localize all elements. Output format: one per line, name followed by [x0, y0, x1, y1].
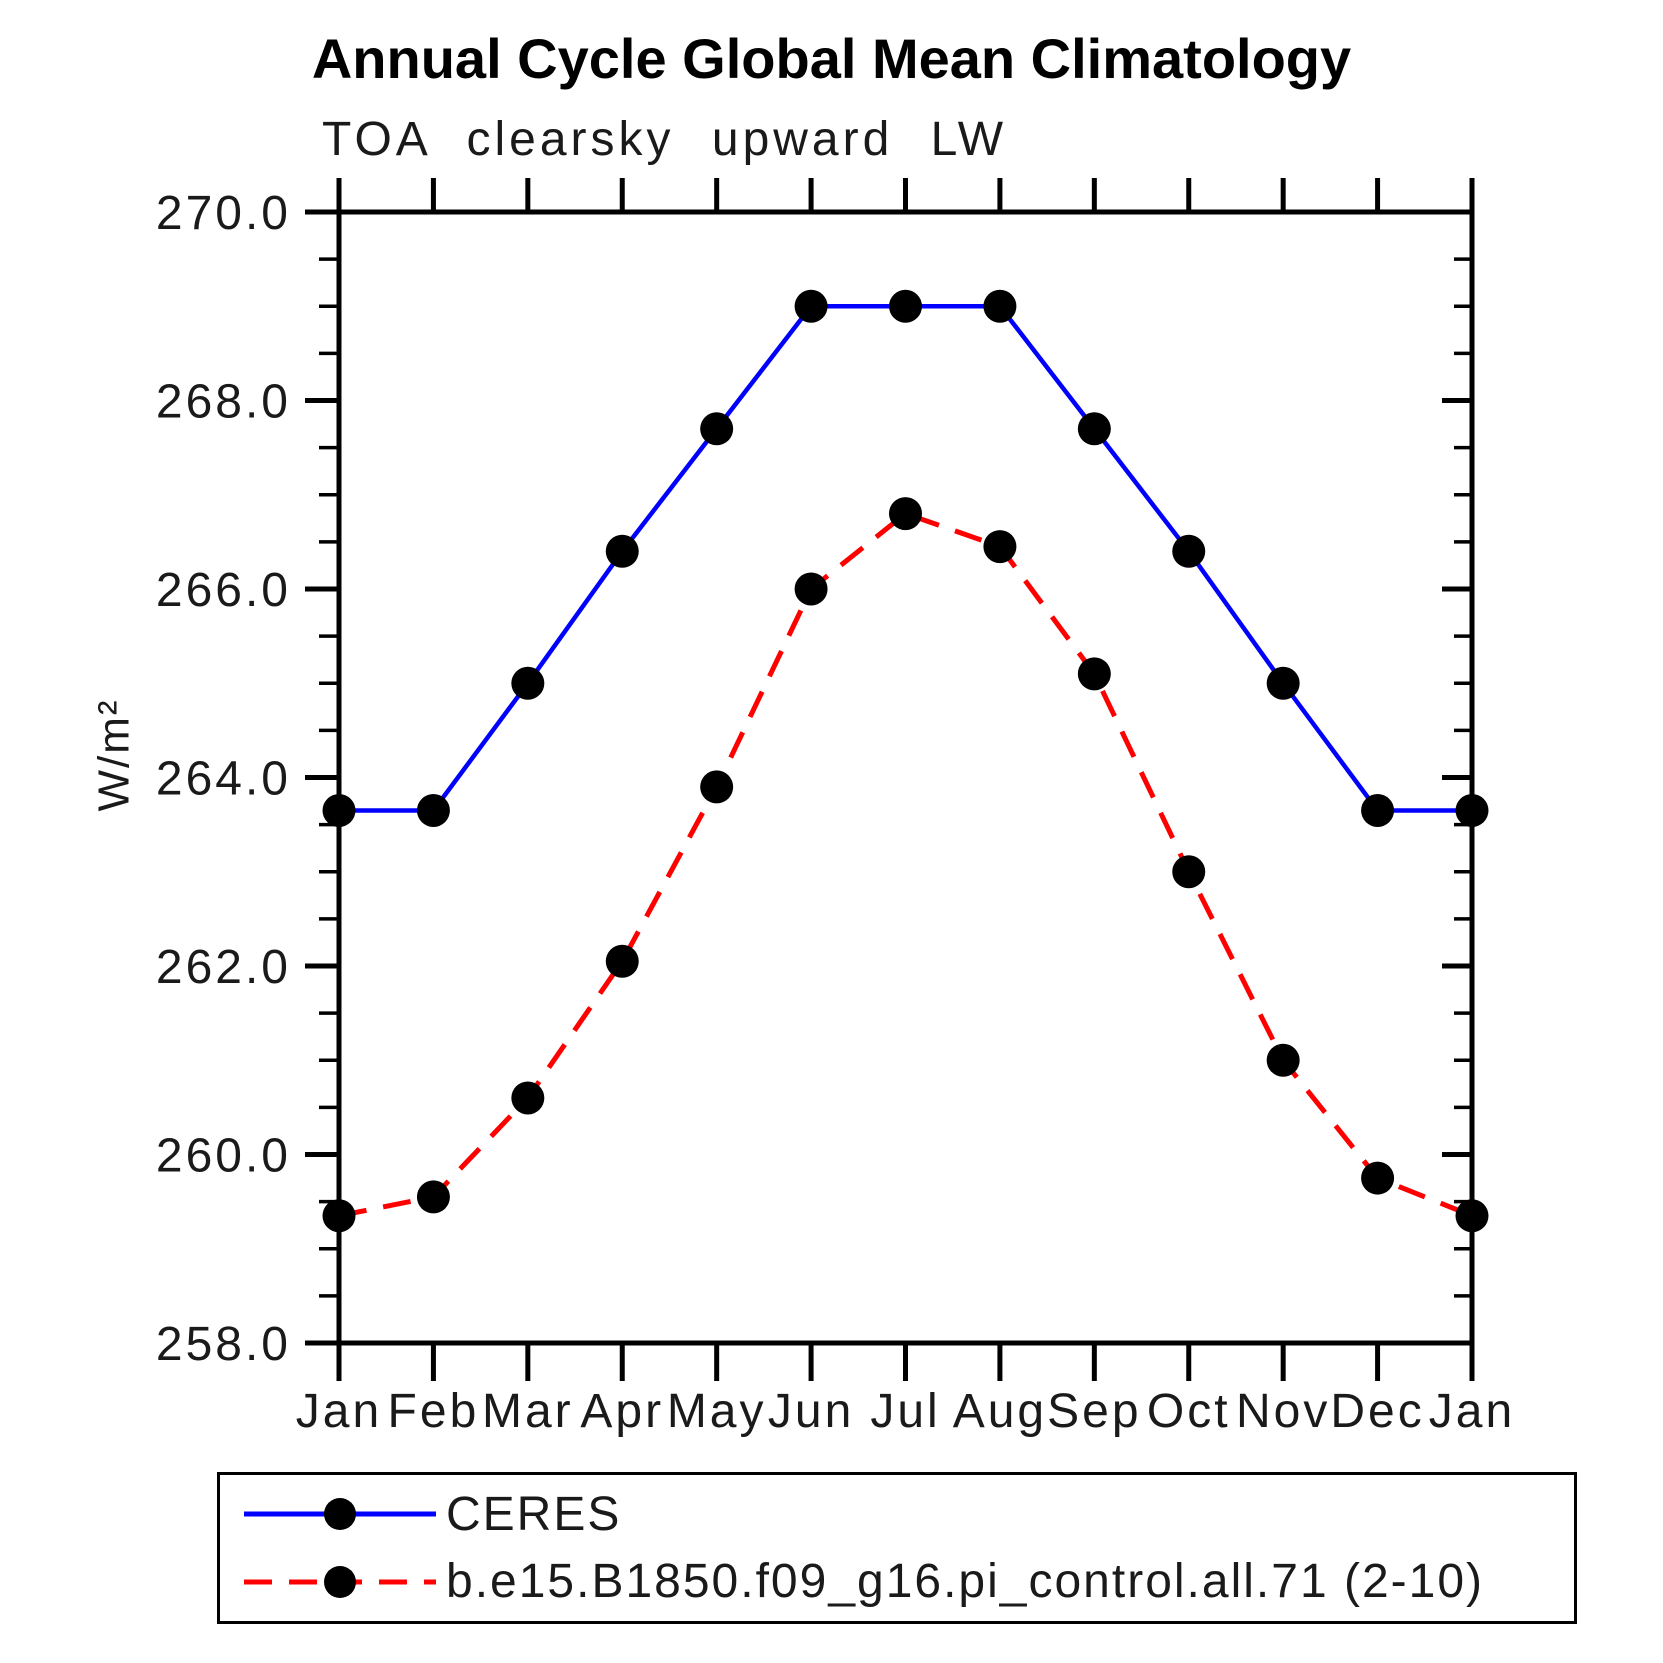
legend-row-ceres: CERES: [240, 1482, 1574, 1546]
svg-text:Mar: Mar: [482, 1385, 574, 1438]
ceres-line-sample-icon: [240, 1494, 440, 1534]
svg-text:260.0: 260.0: [156, 1130, 291, 1183]
legend-row-model: b.e15.B1850.f09_g16.pi_control.all.71 (2…: [240, 1550, 1574, 1614]
svg-text:264.0: 264.0: [156, 753, 291, 806]
svg-text:Feb: Feb: [388, 1385, 480, 1438]
svg-text:270.0: 270.0: [156, 187, 291, 240]
legend-label-ceres: CERES: [446, 1487, 622, 1541]
legend: CERES b.e15.B1850.f09_g16.pi_control.all…: [217, 1472, 1577, 1624]
svg-text:Apr: Apr: [580, 1385, 664, 1438]
svg-text:Oct: Oct: [1147, 1385, 1231, 1438]
svg-text:262.0: 262.0: [156, 941, 291, 994]
chart-title: Annual Cycle Global Mean Climatology: [311, 27, 1352, 90]
svg-text:Nov: Nov: [1236, 1385, 1330, 1438]
legend-label-model: b.e15.B1850.f09_g16.pi_control.all.71 (2…: [446, 1555, 1485, 1609]
svg-text:May: May: [667, 1385, 767, 1438]
model-line-sample-icon: [240, 1562, 440, 1602]
chart-subtitle: TOA clearsky upward LW: [322, 113, 1008, 166]
svg-text:258.0: 258.0: [156, 1318, 291, 1371]
svg-text:266.0: 266.0: [156, 564, 291, 617]
svg-text:268.0: 268.0: [156, 376, 291, 429]
svg-text:Jan: Jan: [296, 1385, 382, 1438]
svg-text:Sep: Sep: [1047, 1385, 1141, 1438]
svg-text:Dec: Dec: [1330, 1385, 1424, 1438]
svg-text:Aug: Aug: [953, 1385, 1047, 1438]
svg-text:Jul: Jul: [870, 1385, 940, 1438]
svg-text:Jan: Jan: [1429, 1385, 1515, 1438]
svg-text:Jun: Jun: [768, 1385, 854, 1438]
